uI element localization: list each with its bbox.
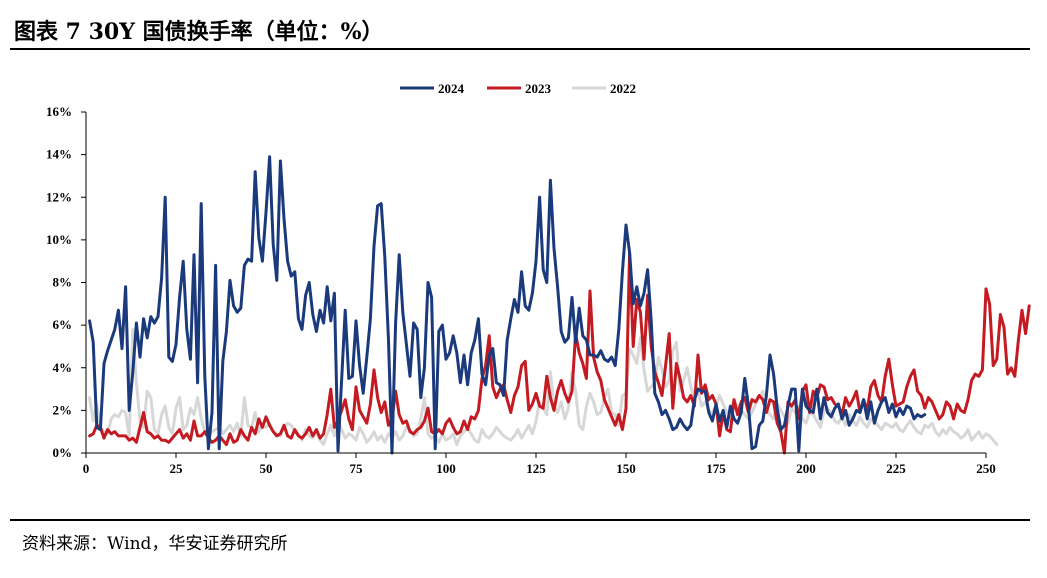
legend: 2024 2023 2022 — [400, 81, 636, 96]
y-tick-label: 14% — [46, 147, 72, 162]
y-tick-label: 6% — [53, 317, 73, 332]
axes: 0% 2% 4% 6% 8% 10% 12% 14% 16% 0 25 50 75 100 125 150 17… — [46, 104, 996, 476]
x-tick-label: 175 — [706, 461, 726, 476]
x-tick-label: 50 — [260, 461, 273, 476]
y-tick-label: 8% — [53, 275, 73, 290]
legend-label-2022: 2022 — [610, 81, 636, 96]
bottom-rule — [10, 519, 1030, 521]
chart-title: 图表 7 30Y 国债换手率（单位：%） — [14, 19, 384, 45]
x-tick-label: 150 — [616, 461, 636, 476]
series-lines — [88, 155, 1031, 455]
top-rule — [10, 48, 1030, 50]
series-line-2024 — [88, 155, 927, 455]
y-tick-label: 0% — [53, 445, 73, 460]
x-tick-label: 125 — [526, 461, 546, 476]
y-tick-label: 16% — [46, 104, 72, 119]
y-tick-label: 4% — [53, 360, 73, 375]
chart-area: 2024 2023 2022 0% 2% 4% 6% 8% 10% 12% 14% 16% 0 25 50… — [46, 81, 1031, 476]
x-tick-label: 100 — [436, 461, 456, 476]
legend-label-2023: 2023 — [525, 81, 552, 96]
source-note: 资料来源：Wind，华安证券研究所 — [22, 534, 288, 554]
series-line-2023 — [88, 251, 1031, 455]
legend-label-2024: 2024 — [438, 81, 465, 96]
x-tick-label: 200 — [796, 461, 816, 476]
x-tick-label: 0 — [83, 461, 90, 476]
x-tick-label: 225 — [886, 461, 906, 476]
x-tick-label: 25 — [170, 461, 184, 476]
y-tick-label: 10% — [46, 232, 72, 247]
x-tick-label: 75 — [350, 461, 364, 476]
x-tick-label: 250 — [976, 461, 996, 476]
y-tick-label: 2% — [53, 402, 73, 417]
y-tick-label: 12% — [46, 189, 72, 204]
